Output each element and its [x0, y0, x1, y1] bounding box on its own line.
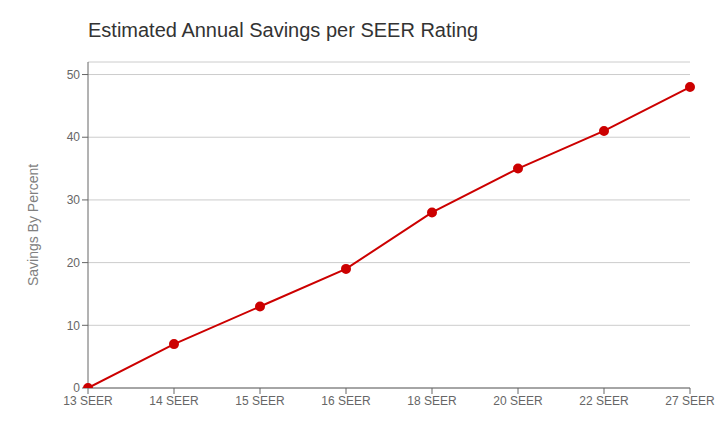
svg-text:27 SEER: 27 SEER [665, 394, 715, 408]
svg-text:50: 50 [67, 68, 81, 82]
svg-text:15 SEER: 15 SEER [235, 394, 285, 408]
svg-text:13 SEER: 13 SEER [63, 394, 113, 408]
svg-text:30: 30 [67, 193, 81, 207]
svg-text:40: 40 [67, 130, 81, 144]
svg-text:14 SEER: 14 SEER [149, 394, 199, 408]
svg-text:18 SEER: 18 SEER [407, 394, 457, 408]
svg-text:22 SEER: 22 SEER [579, 394, 629, 408]
svg-text:0: 0 [73, 381, 80, 395]
svg-text:16 SEER: 16 SEER [321, 394, 371, 408]
svg-text:Savings By Percent: Savings By Percent [25, 164, 41, 286]
svg-text:10: 10 [67, 319, 81, 333]
html-text:Estimated Annual Savings per S: Estimated Annual Savings per SEER Rating [88, 19, 479, 41]
svg-text:20: 20 [67, 256, 81, 270]
svg-text:20 SEER: 20 SEER [493, 394, 543, 408]
